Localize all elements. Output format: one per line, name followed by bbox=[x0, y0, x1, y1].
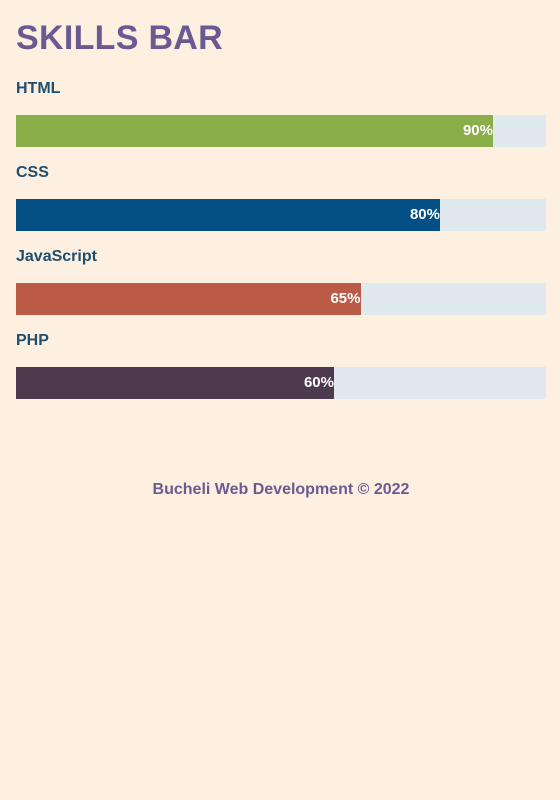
skill-bar-track: 60% bbox=[16, 367, 546, 399]
skill-percent: 60% bbox=[304, 367, 334, 399]
skill-bar-track: 65% bbox=[16, 283, 546, 315]
footer-copyright: Bucheli Web Development © 2022 bbox=[0, 481, 560, 499]
skill-bar-fill: 65% bbox=[16, 283, 361, 315]
page-title: SKILLS BAR bbox=[16, 18, 223, 58]
skill-bar-fill: 90% bbox=[16, 115, 493, 147]
skill-percent: 90% bbox=[463, 115, 493, 147]
skill-bar-fill: 80% bbox=[16, 199, 440, 231]
skill-label: JavaScript bbox=[16, 248, 97, 266]
skill-label: PHP bbox=[16, 332, 49, 350]
skill-percent: 65% bbox=[330, 283, 360, 315]
skill-label: HTML bbox=[16, 80, 60, 98]
skill-bar-fill: 60% bbox=[16, 367, 334, 399]
skill-bar-track: 90% bbox=[16, 115, 546, 147]
skill-bar-track: 80% bbox=[16, 199, 546, 231]
skill-percent: 80% bbox=[410, 199, 440, 231]
skill-label: CSS bbox=[16, 164, 49, 182]
